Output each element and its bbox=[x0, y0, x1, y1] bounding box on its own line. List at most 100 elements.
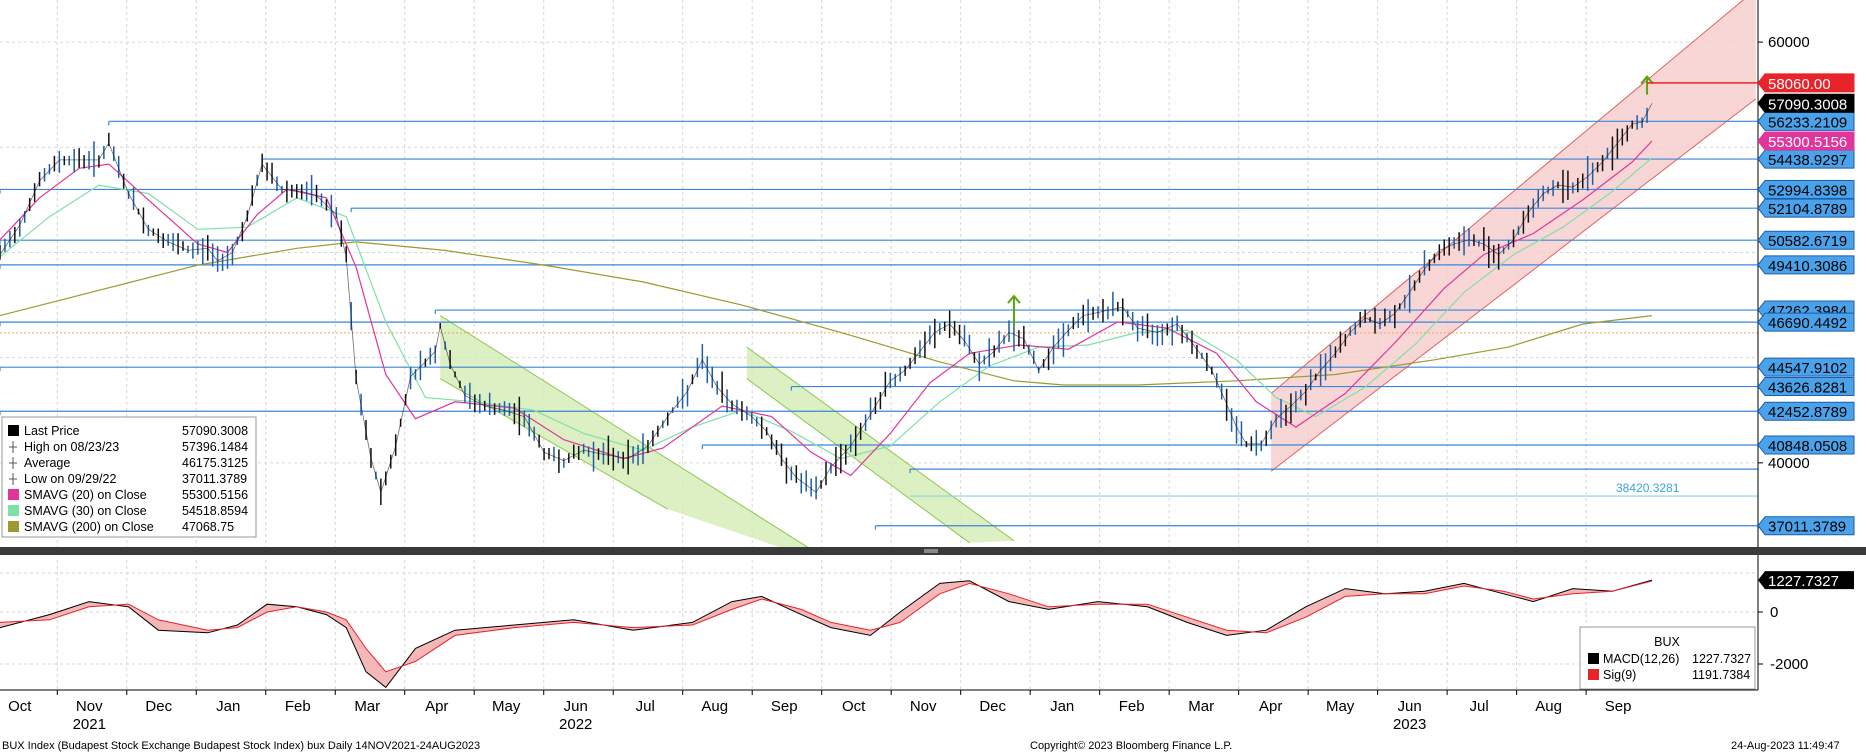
x-tick-label: Jun bbox=[1398, 698, 1422, 715]
macd-legend-label: MACD(12,26) bbox=[1603, 652, 1679, 666]
x-year-label: 2023 bbox=[1393, 716, 1426, 733]
x-tick-label: Nov bbox=[910, 698, 937, 715]
legend-label: High on 08/23/23 bbox=[24, 440, 119, 454]
price-level-tag-label: 37011.3789 bbox=[1768, 519, 1846, 536]
macd-plot bbox=[0, 579, 1653, 689]
price-level-tag-label: 52104.8789 bbox=[1768, 201, 1847, 218]
x-tick-label: Oct bbox=[842, 698, 866, 715]
x-tick-label: Mar bbox=[1188, 698, 1214, 715]
x-tick-label: May bbox=[1326, 698, 1355, 715]
price-level-tag: 54438.9297 bbox=[1757, 149, 1855, 169]
green-arrow-head-icon bbox=[1007, 294, 1021, 304]
price-level-tag-bg bbox=[1757, 230, 1855, 250]
price-tag: 58060.00 bbox=[1757, 73, 1855, 93]
macd-value-tag-label: 1227.7327 bbox=[1768, 573, 1839, 590]
price-level-tag-label: 50582.6719 bbox=[1768, 233, 1847, 250]
price-level-tag: 52104.8789 bbox=[1757, 198, 1855, 218]
legend-label: Last Price bbox=[24, 424, 80, 438]
green-arrow-head-icon bbox=[1640, 75, 1654, 85]
price-level-tag-bg bbox=[1757, 312, 1855, 332]
price-level-tag-label: 56233.2109 bbox=[1768, 114, 1847, 131]
macd-histogram-area bbox=[0, 580, 1652, 688]
right-axis: 60000 40000 56233.2109 54438.9297 52994.8398… bbox=[1616, 0, 1855, 690]
x-tick-label: Feb bbox=[1119, 698, 1145, 715]
price-level-tag-bg bbox=[1757, 435, 1855, 455]
legend-label: SMAVG (20) on Close bbox=[24, 488, 147, 502]
price-line bbox=[0, 103, 1653, 494]
x-tick-label: Oct bbox=[8, 698, 32, 715]
x-tick-label: Aug bbox=[701, 698, 728, 715]
legend-value: 46175.3125 bbox=[182, 456, 248, 470]
price-level-tag-bg bbox=[1757, 179, 1855, 199]
price-level-tag-label: 44547.9102 bbox=[1768, 360, 1847, 377]
x-tick-label: Jul bbox=[1470, 698, 1489, 715]
price-level-tag: 49410.3086 bbox=[1757, 255, 1855, 275]
price-level-tag: 56233.2109 bbox=[1757, 111, 1855, 131]
gridlines bbox=[0, 0, 1758, 690]
macd-y-tick-label: -2000 bbox=[1770, 656, 1808, 673]
x-tick-label: Jun bbox=[564, 698, 588, 715]
x-tick-label: Aug bbox=[1535, 698, 1562, 715]
price-level-tag-label: 46690.4492 bbox=[1768, 315, 1847, 332]
pink-square-icon bbox=[8, 489, 19, 500]
macd-y-tick-label: 0 bbox=[1770, 604, 1778, 621]
legend-value: 54518.8594 bbox=[182, 504, 248, 518]
footer-source: BUX Index (Budapest Stock Exchange Budap… bbox=[2, 740, 481, 752]
price-level-tag-bg bbox=[1757, 198, 1855, 218]
price-level-tag-label: 42452.8789 bbox=[1768, 404, 1847, 421]
x-tick-label: Mar bbox=[354, 698, 380, 715]
price-level-tag: 50582.6719 bbox=[1757, 230, 1855, 250]
legend-value: 37011.3789 bbox=[182, 472, 247, 486]
macd-line bbox=[0, 579, 1653, 689]
price-tag-bg bbox=[1757, 93, 1855, 113]
x-tick-label: Jul bbox=[636, 698, 655, 715]
footer-copyright: Copyright© 2023 Bloomberg Finance L.P. bbox=[1030, 740, 1233, 752]
x-tick-label: Sep bbox=[771, 698, 798, 715]
x-year-label: 2022 bbox=[559, 716, 592, 733]
price-level-tag: 37011.3789 bbox=[1757, 516, 1855, 536]
price-tag-label: 55300.5156 bbox=[1768, 134, 1847, 151]
x-tick-label: Apr bbox=[425, 698, 448, 715]
legend-value: 57396.1484 bbox=[182, 440, 248, 454]
main-plot bbox=[0, 0, 1758, 547]
olive-square-icon bbox=[8, 521, 19, 532]
trend-channel-lower bbox=[1270, 98, 1757, 472]
x-tick-label: Dec bbox=[145, 698, 172, 715]
macd-legend-box bbox=[1579, 626, 1756, 690]
x-tick-label: Jan bbox=[216, 698, 240, 715]
price-tag: 57090.3008 bbox=[1757, 93, 1855, 113]
macd-legend-value: 1191.7384 bbox=[1692, 668, 1750, 682]
price-level-tag-label: 40848.0508 bbox=[1768, 438, 1847, 455]
trend-channel-upper bbox=[439, 315, 809, 547]
price-level-tag-bg bbox=[1757, 516, 1855, 536]
x-axis: Oct Nov Dec Jan Feb Mar Apr May Jun Jul Aug Sep Oct N… bbox=[0, 689, 1758, 733]
x-tick-label: May bbox=[492, 698, 521, 715]
x-tick-label: Nov bbox=[76, 698, 103, 715]
price-level-tag-bg bbox=[1757, 255, 1855, 275]
y-tick-label: 60000 bbox=[1768, 34, 1810, 51]
x-tick-label: Apr bbox=[1259, 698, 1282, 715]
price-level-tag: 46690.4492 bbox=[1757, 312, 1855, 332]
footer-timestamp: 24-Aug-2023 11:49:47 bbox=[1731, 740, 1840, 752]
legend-label: SMAVG (30) on Close bbox=[24, 504, 147, 518]
green-square-icon bbox=[8, 505, 19, 516]
price-level-tag-bg bbox=[1757, 377, 1855, 397]
price-level-tag: 40848.0508 bbox=[1757, 435, 1855, 455]
x-tick-label: Jan bbox=[1050, 698, 1074, 715]
price-level-tag-bg bbox=[1757, 149, 1855, 169]
legend-value: 55300.5156 bbox=[182, 488, 248, 502]
macd-legend-title: BUX bbox=[1654, 635, 1680, 649]
legend-label: Average bbox=[24, 456, 70, 470]
black-square-icon bbox=[8, 425, 19, 436]
price-tag-bg bbox=[1757, 131, 1855, 151]
price-level-tag: 43626.8281 bbox=[1757, 377, 1855, 397]
x-tick-label: Feb bbox=[285, 698, 311, 715]
y-tick-label: 40000 bbox=[1768, 455, 1810, 472]
panel-resize-handle bbox=[924, 549, 938, 553]
price-level-tag-bg bbox=[1757, 357, 1855, 377]
x-tick-label: Dec bbox=[979, 698, 1006, 715]
x-year-label: 2021 bbox=[73, 716, 106, 733]
macd-legend-value: 1227.7327 bbox=[1692, 652, 1751, 666]
price-tag-label: 57090.3008 bbox=[1768, 96, 1847, 113]
red-square-icon bbox=[1588, 669, 1599, 680]
